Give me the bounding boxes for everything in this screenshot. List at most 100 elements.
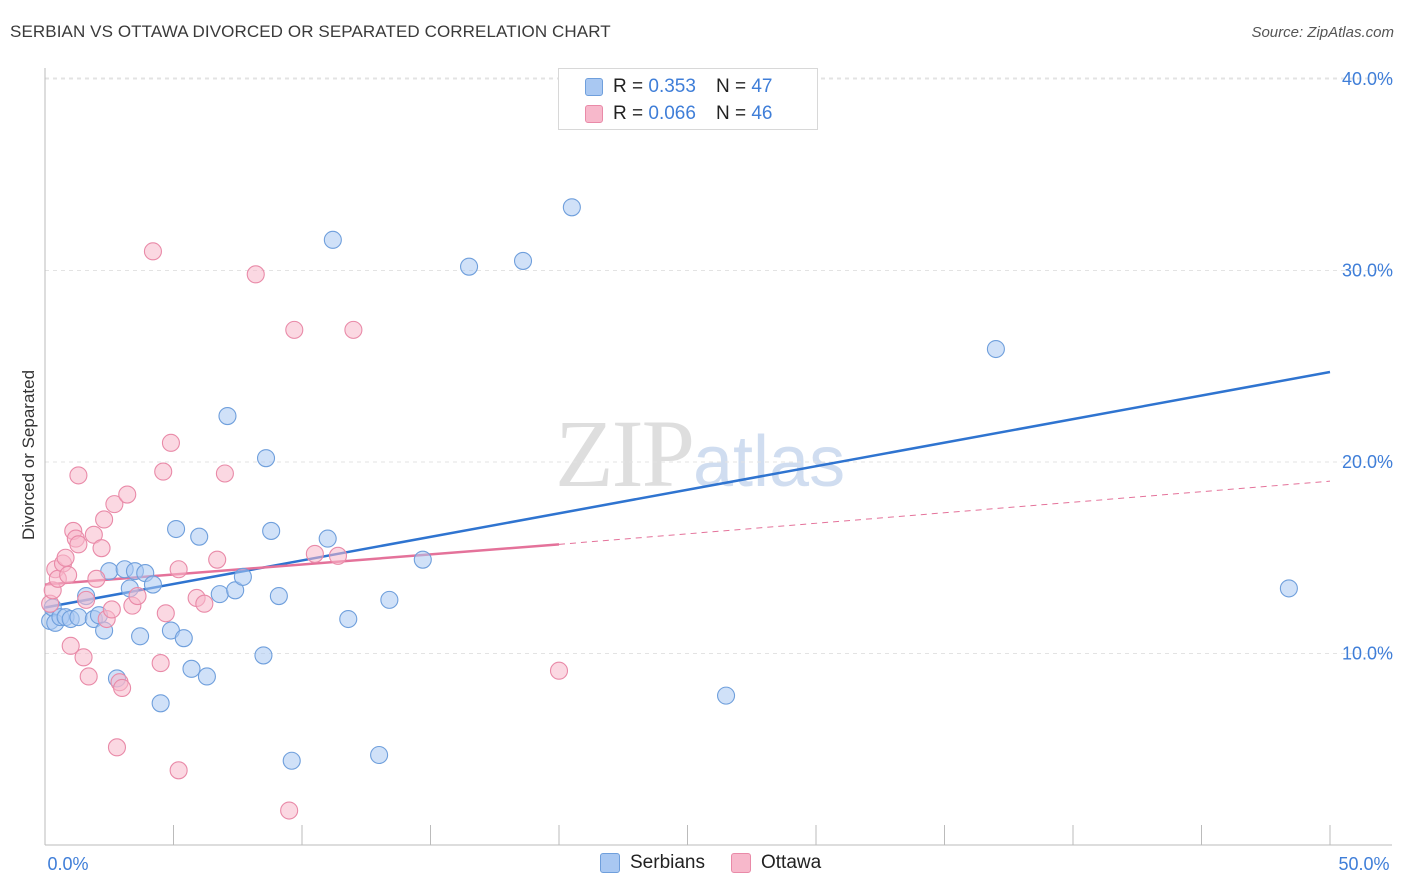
serbians-point — [380, 590, 399, 609]
legend-label-serbians: Serbians — [630, 852, 705, 873]
legend-label-ottawa: Ottawa — [761, 852, 822, 873]
serbians-point — [151, 694, 170, 713]
y-tick-label: 10.0% — [1342, 644, 1393, 664]
ottawa-point — [154, 462, 173, 481]
ottawa-point — [215, 464, 234, 483]
serbians-point — [323, 230, 342, 249]
serbians-point — [167, 519, 186, 539]
serbians-point — [233, 567, 252, 586]
n-label: N = — [715, 76, 747, 97]
ottawa-point — [113, 678, 132, 698]
n-label: N = — [715, 103, 747, 124]
ottawa-point — [95, 510, 114, 529]
ottawa-point — [107, 738, 127, 757]
x-tick-label: 0.0% — [47, 854, 88, 874]
ottawa-point — [285, 320, 304, 339]
serbians-point — [459, 257, 479, 276]
watermark-zip: ZIP — [555, 400, 695, 507]
serbians-point — [716, 686, 736, 705]
x-tick-label: 50.0% — [1338, 854, 1389, 874]
ottawa-point — [105, 495, 124, 514]
ottawa-point — [549, 661, 569, 680]
ottawa-point — [102, 600, 121, 619]
y-axis-label: Divorced or Separated — [19, 370, 38, 540]
serbians-point — [256, 449, 276, 468]
chart-title: SERBIAN VS OTTAWA DIVORCED OR SEPARATED … — [10, 22, 611, 41]
y-tick-label: 30.0% — [1342, 261, 1393, 281]
serbians-point — [174, 629, 193, 648]
ottawa-point — [59, 565, 78, 585]
ottawa-point — [208, 550, 227, 569]
ottawa-point — [143, 242, 162, 261]
serbians-point — [269, 586, 288, 606]
trendline-ottawa — [558, 480, 1331, 545]
ottawa-point — [344, 320, 363, 339]
ottawa-point — [69, 466, 88, 485]
r-label: R = — [613, 76, 644, 97]
serbians-point — [131, 627, 150, 646]
serbians-point — [1279, 579, 1298, 598]
ottawa-point — [84, 525, 103, 544]
axes — [44, 68, 1392, 846]
serbians-point — [182, 659, 201, 678]
n-value: 46 — [751, 103, 773, 124]
data-points — [41, 198, 1298, 820]
ottawa-point — [69, 535, 88, 554]
ottawa-point — [77, 590, 96, 609]
serbians-point — [318, 529, 337, 548]
ottawa-point — [118, 485, 137, 504]
serbians-point — [226, 581, 245, 600]
correlation-legend: R = 0.353 N = 47 R = 0.066 N = 46 — [558, 68, 818, 130]
watermark: ZIPatlas — [555, 398, 845, 509]
ottawa-point — [151, 654, 170, 673]
serbians-point — [262, 521, 281, 540]
ottawa-swatch — [585, 105, 603, 123]
ottawa-point — [87, 569, 106, 588]
ottawa-point — [195, 594, 214, 613]
serbians-swatch — [585, 78, 603, 96]
r-label: R = — [613, 103, 644, 124]
ottawa-point — [328, 546, 348, 565]
serbians-point — [986, 339, 1005, 359]
serbians-point — [562, 198, 581, 217]
ottawa-point — [128, 586, 147, 606]
tick-labels: 10.0% 20.0% 30.0% 40.0% 0.0% 50.0% Divorced or… — [19, 69, 1393, 874]
serbians-point — [143, 575, 162, 594]
serbians-point — [218, 406, 237, 426]
ottawa-point — [74, 648, 93, 667]
ottawa-point — [56, 548, 75, 567]
y-tick-label: 20.0% — [1342, 452, 1393, 472]
ottawa-point — [92, 539, 111, 558]
r-value: 0.353 — [648, 76, 696, 97]
serbians-point — [513, 251, 533, 270]
ottawa-point — [280, 801, 299, 820]
serbians-point — [197, 667, 216, 686]
legend-item-ottawa[interactable]: Ottawa — [731, 852, 821, 874]
series-legend: Serbians Ottawa — [600, 852, 847, 874]
ottawa-swatch — [731, 853, 751, 873]
legend-item-serbians[interactable]: Serbians — [600, 852, 705, 874]
ottawa-point — [161, 433, 180, 452]
serbians-point — [370, 745, 389, 765]
ottawa-point — [246, 265, 265, 284]
serbians-point — [282, 751, 301, 770]
ottawa-point — [169, 560, 188, 579]
ottawa-point — [61, 636, 80, 655]
ottawa-point — [305, 544, 324, 563]
serbians-swatch — [600, 853, 620, 873]
ottawa-point — [156, 604, 175, 623]
legend-row-serbians: R = 0.353 N = 47 — [585, 75, 772, 99]
ottawa-point — [169, 761, 188, 780]
serbians-point — [190, 527, 209, 546]
source-label: Source: ZipAtlas.com — [1251, 24, 1394, 41]
serbians-point — [210, 585, 229, 604]
serbians-point — [254, 646, 273, 665]
y-tick-label: 40.0% — [1342, 69, 1393, 89]
serbians-point — [339, 609, 358, 629]
r-value: 0.066 — [648, 103, 696, 124]
serbians-point — [69, 608, 88, 627]
serbians-point — [413, 550, 432, 569]
n-value: 47 — [751, 76, 773, 97]
legend-row-ottawa: R = 0.066 N = 46 — [585, 102, 772, 126]
